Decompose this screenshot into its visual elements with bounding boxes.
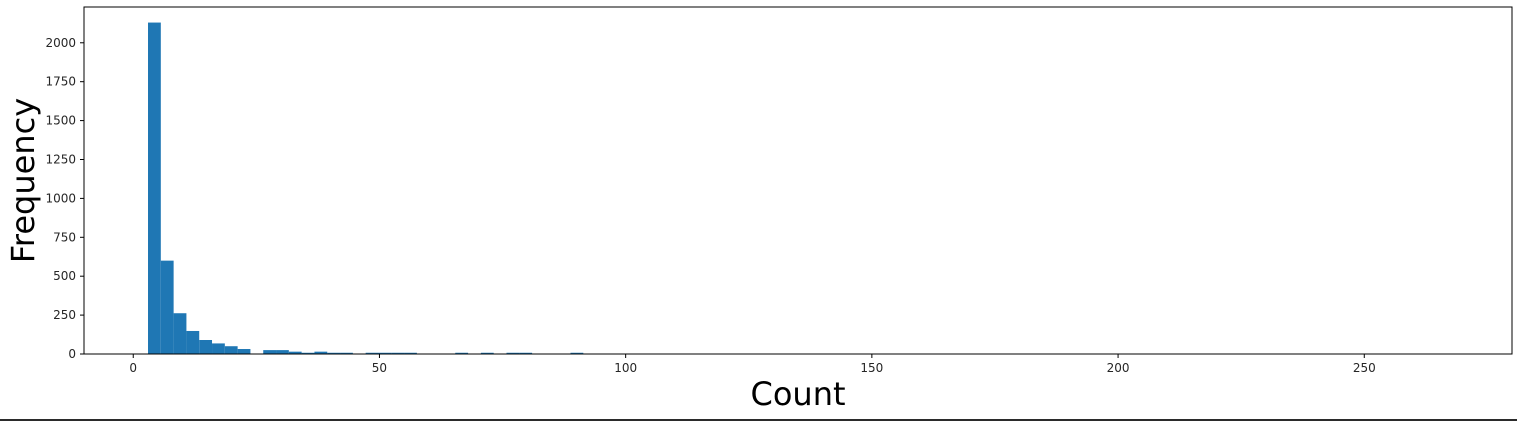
x-tick-label: 200 (1107, 361, 1130, 375)
histogram-bar (340, 352, 353, 354)
x-axis: 0 50 100 150 200 250 (129, 354, 1376, 375)
histogram-bar (378, 352, 392, 354)
bottom-divider (0, 419, 1517, 421)
x-tick-label: 250 (1353, 361, 1376, 375)
histogram-bar (327, 352, 341, 354)
histogram-bar (519, 352, 533, 354)
histogram-bar (365, 352, 379, 354)
histogram-bar (570, 352, 584, 354)
histogram-bar (276, 350, 289, 354)
y-axis: 0 250 500 750 1000 1250 1500 1750 2000 (45, 36, 84, 361)
histogram-bar (237, 349, 251, 354)
y-tick-label: 0 (68, 347, 76, 361)
histogram-bar (173, 313, 187, 354)
y-tick-label: 1000 (45, 191, 76, 205)
histogram-bar (455, 352, 469, 354)
histogram-bar (160, 260, 174, 354)
plot-frame (83, 6, 1513, 355)
histogram-bar (506, 352, 520, 354)
y-tick-label: 250 (53, 308, 76, 322)
y-tick-label: 500 (53, 269, 76, 283)
histogram-bar (391, 352, 405, 354)
x-tick-label: 50 (372, 361, 387, 375)
histogram-bars (148, 22, 584, 355)
histogram-bar (224, 346, 238, 354)
histogram-bar (404, 352, 417, 354)
histogram-bar (288, 351, 302, 354)
x-tick-label: 100 (614, 361, 637, 375)
x-tick-label: 0 (129, 361, 137, 375)
histogram-bar (148, 22, 161, 355)
x-tick-label: 150 (860, 361, 883, 375)
y-tick-label: 1500 (45, 114, 76, 128)
y-axis-title: Frequency (4, 98, 42, 263)
histogram-bar (199, 340, 213, 354)
histogram-bar (480, 352, 494, 354)
histogram-bar (212, 343, 225, 354)
histogram-bar (301, 352, 315, 354)
histogram-bar (314, 351, 328, 354)
histogram-bar (186, 330, 200, 354)
y-tick-label: 1250 (45, 152, 76, 166)
y-tick-label: 2000 (45, 36, 76, 50)
y-tick-label: 750 (53, 230, 76, 244)
y-tick-label: 1750 (45, 75, 76, 89)
x-axis-title: Count (750, 375, 845, 413)
histogram-bar (263, 350, 277, 354)
